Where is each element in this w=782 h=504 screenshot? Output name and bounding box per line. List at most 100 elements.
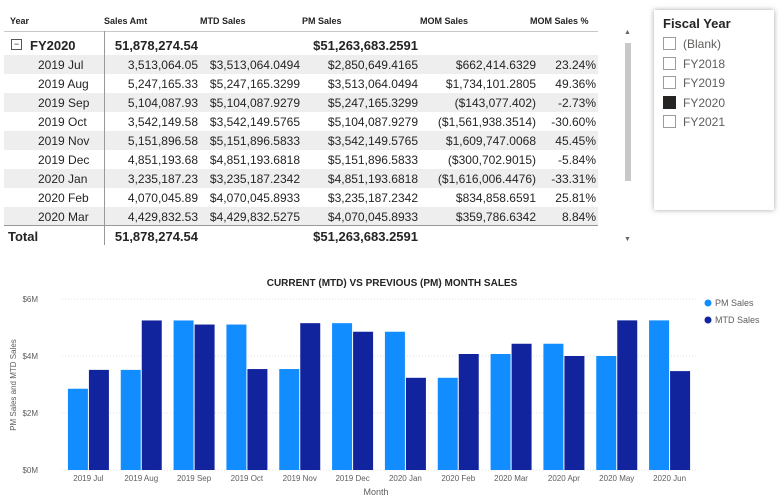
bar-mtd-sales: [564, 356, 585, 470]
total-label: Total: [8, 229, 39, 244]
x-tick-label: 2020 Jan: [389, 474, 422, 483]
total-row: Total 51,878,274.54 $51,263,683.2591: [4, 225, 598, 246]
scroll-down-icon[interactable]: ▼: [624, 236, 631, 243]
table-row[interactable]: 2019 Oct 3,542,149.58 $3,542,149.5765 $5,10…: [4, 112, 598, 131]
legend-marker-icon: [704, 316, 712, 324]
cell-sales: 3,235,187.23: [127, 172, 198, 186]
cell-mom: ($300,702.9015): [447, 153, 536, 167]
bar-mtd-sales: [617, 320, 638, 470]
group-sales: 51,878,274.54: [114, 38, 198, 53]
y-tick-label: $6M: [22, 295, 38, 304]
x-axis-title: Month: [363, 487, 388, 497]
cell-pm: $3,513,064.0494: [327, 77, 418, 91]
x-tick-label: 2019 Nov: [283, 474, 317, 483]
table-row[interactable]: 2019 Aug 5,247,165.33 $5,247,165.3299 $3,51…: [4, 74, 598, 93]
legend-label: MTD Sales: [715, 315, 760, 325]
cell-mtd: $5,247,165.3299: [209, 77, 300, 91]
scrollbar-thumb[interactable]: [625, 43, 631, 181]
y-tick-label: $2M: [22, 409, 38, 418]
bar-pm-sales: [67, 388, 88, 470]
cell-mtd: $3,513,064.0494: [209, 58, 300, 72]
slicer-item[interactable]: FY2020: [663, 95, 725, 110]
checkbox-checked-icon[interactable]: [663, 95, 676, 109]
column-divider: [104, 31, 105, 245]
cell-year: 2020 Feb: [38, 191, 89, 205]
x-tick-label: 2019 Aug: [124, 474, 158, 483]
total-pm: $51,263,683.2591: [313, 229, 418, 244]
bar-mtd-sales: [194, 324, 215, 470]
cell-sales: 4,429,832.53: [127, 210, 198, 224]
matrix-header: Year Sales Amt MTD Sales PM Sales MOM Sa…: [4, 9, 598, 32]
group-label: FY2020: [30, 38, 76, 53]
x-tick-label: 2020 Jun: [653, 474, 686, 483]
slicer-item[interactable]: (Blank): [663, 37, 721, 51]
cell-year: 2019 Dec: [38, 153, 90, 167]
cell-mtd: $3,542,149.5765: [209, 115, 300, 129]
cell-mom: $834,858.6591: [455, 191, 536, 205]
slicer-item[interactable]: FY2018: [663, 56, 726, 71]
cell-mom: $1,609,747.0068: [445, 134, 536, 148]
cell-mtd: $5,151,896.5833: [209, 134, 300, 148]
bar-pm-sales: [279, 369, 300, 470]
bar-mtd-sales: [141, 320, 162, 470]
bar-mtd-sales: [458, 354, 479, 470]
checkbox-icon[interactable]: [663, 76, 676, 89]
cell-mtd: $5,104,087.9279: [209, 96, 300, 110]
slicer-item-label: FY2019: [683, 76, 726, 90]
slicer-item[interactable]: FY2021: [663, 115, 725, 129]
cell-pm: $4,851,193.6818: [327, 172, 418, 186]
chart-title: CURRENT (MTD) VS PREVIOUS (PM) MONTH SAL…: [266, 278, 518, 289]
cell-year: 2019 Sep: [38, 96, 90, 110]
vertical-scrollbar[interactable]: ▲ ▼: [624, 29, 632, 243]
cell-pm: $2,850,649.4165: [327, 58, 418, 72]
collapse-toggle-icon[interactable]: −: [11, 39, 22, 50]
y-axis-title: PM Sales and MTD Sales: [9, 339, 18, 431]
scroll-up-icon[interactable]: ▲: [624, 29, 631, 36]
fiscal-year-slicer: Fiscal Year (Blank) FY2018 FY2019 FY2020 FY2…: [654, 10, 774, 210]
cell-sales: 4,070,045.89: [127, 191, 198, 205]
bar-pm-sales: [543, 343, 564, 470]
header-mom-pct[interactable]: MOM Sales %: [530, 16, 589, 26]
table-row[interactable]: 2019 Nov 5,151,896.58 $5,151,896.5833 $3,54…: [4, 131, 598, 150]
cell-year: 2019 Oct: [38, 115, 87, 129]
header-year[interactable]: Year: [10, 16, 30, 26]
bar-mtd-sales: [511, 343, 532, 470]
cell-pct: 25.81%: [555, 191, 596, 205]
table-row[interactable]: 2019 Dec 4,851,193.68 $4,851,193.6818 $5,15…: [4, 150, 598, 169]
bar-pm-sales: [332, 323, 353, 470]
cell-pm: $4,070,045.8933: [327, 210, 418, 224]
bar-mtd-sales: [405, 377, 426, 470]
checkbox-icon[interactable]: [663, 56, 676, 70]
header-mom-sales[interactable]: MOM Sales: [420, 16, 469, 26]
cell-mom: $662,414.6329: [455, 58, 536, 72]
header-sales-amt[interactable]: Sales Amt: [104, 16, 148, 26]
table-row[interactable]: 2019 Jul 3,513,064.05 $3,513,064.0494 $2,85…: [4, 55, 598, 74]
checkbox-icon[interactable]: [663, 37, 676, 50]
header-pm-sales[interactable]: PM Sales: [302, 16, 342, 26]
table-row[interactable]: 2020 Jan 3,235,187.23 $3,235,187.2342 $4,85…: [4, 169, 598, 188]
cell-year: 2019 Aug: [38, 77, 89, 91]
cell-pct: -2.73%: [557, 96, 596, 110]
cell-pct: 49.36%: [555, 77, 596, 91]
total-sales: 51,878,274.54: [114, 229, 198, 244]
sales-matrix: Year Sales Amt MTD Sales PM Sales MOM Sa…: [4, 9, 632, 245]
header-mtd-sales[interactable]: MTD Sales: [200, 16, 246, 26]
cell-mom: ($143,077.402): [454, 96, 536, 110]
group-row: FY2020 51,878,274.54 $51,263,683.2591: [4, 35, 598, 54]
bar-pm-sales: [437, 377, 458, 470]
table-row[interactable]: 2020 Feb 4,070,045.89 $4,070,045.8933 $3,23…: [4, 188, 598, 207]
cell-sales: 5,247,165.33: [127, 77, 198, 91]
x-tick-label: 2019 Dec: [335, 474, 369, 483]
table-row[interactable]: 2020 Mar 4,429,832.53 $4,429,832.5275 $4,07…: [4, 207, 598, 226]
cell-mtd: $4,851,193.6818: [209, 153, 300, 167]
x-tick-label: 2019 Oct: [231, 474, 264, 483]
bar-pm-sales: [226, 324, 247, 470]
cell-sales: 3,542,149.58: [127, 115, 198, 129]
sales-chart: CURRENT (MTD) VS PREVIOUS (PM) MONTH SAL…: [4, 268, 780, 499]
bar-pm-sales: [173, 320, 194, 470]
checkbox-icon[interactable]: [663, 115, 676, 128]
slicer-item-label: FY2018: [683, 56, 726, 71]
cell-year: 2020 Jan: [38, 172, 88, 186]
table-row[interactable]: 2019 Sep 5,104,087.93 $5,104,087.9279 $5,24…: [4, 93, 598, 112]
slicer-item[interactable]: FY2019: [663, 76, 725, 90]
